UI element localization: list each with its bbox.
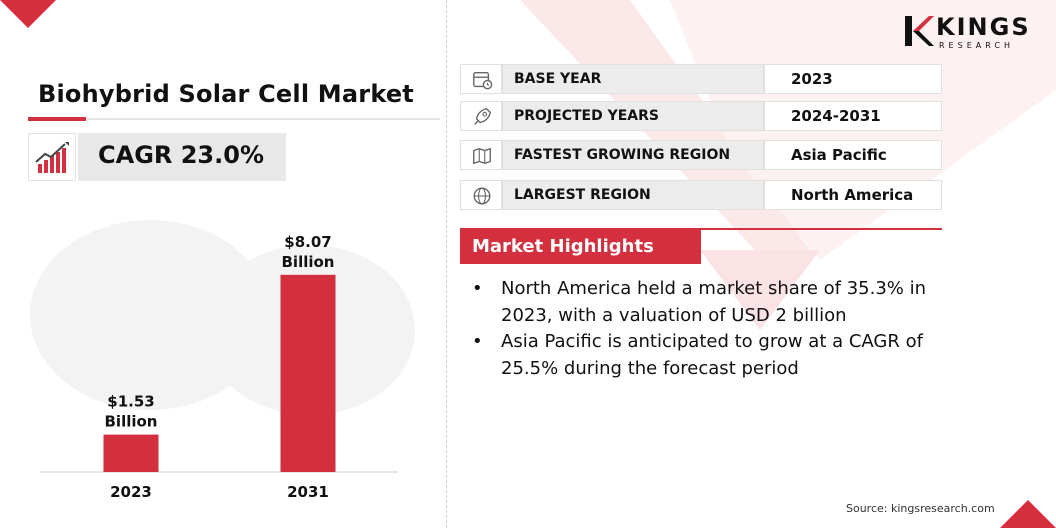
bar-data-label: Billion xyxy=(105,413,158,431)
info-row-value: 2023 xyxy=(791,70,833,88)
info-row-label: BASE YEAR xyxy=(514,71,602,87)
info-row-value: North America xyxy=(791,186,914,204)
highlights-rule xyxy=(460,228,942,230)
page-title: Biohybrid Solar Cell Market xyxy=(38,80,414,108)
region-map-icon xyxy=(473,147,491,165)
cagr-value: CAGR 23.0% xyxy=(98,141,264,169)
highlight-text: North America held a market share of 35.… xyxy=(501,278,927,326)
info-row-value: Asia Pacific xyxy=(791,146,887,164)
highlight-item: • Asia Pacific is anticipated to grow at … xyxy=(470,329,950,382)
info-row-icon-cell xyxy=(460,101,502,131)
bar-data-label: $8.07 xyxy=(284,233,331,251)
bar-chart: $1.53 Billion 2023 $8.07 Billion 2031 xyxy=(30,220,415,501)
bar-data-label: Billion xyxy=(282,253,335,271)
world-map-backdrop xyxy=(30,220,415,415)
brand-subtitle: RESEARCH xyxy=(939,41,1014,50)
bar-2031 xyxy=(280,274,336,472)
info-row-icon-cell xyxy=(460,140,502,170)
cagr-box xyxy=(78,133,286,181)
info-row-value-cell xyxy=(764,180,942,210)
title-underline xyxy=(28,118,440,120)
cagr-icon-box xyxy=(28,133,76,181)
bar-2023 xyxy=(103,434,159,472)
info-row-label: LARGEST REGION xyxy=(514,187,651,203)
info-row-label: FASTEST GROWING REGION xyxy=(514,147,731,163)
bullet-icon: • xyxy=(472,331,483,352)
bar-data-label: $1.53 xyxy=(107,393,154,411)
info-row-icon-cell xyxy=(460,180,502,210)
corner-triangle-decoration xyxy=(0,0,56,28)
info-row-label-cell xyxy=(502,180,764,210)
highlights-list: • North America held a market share of 35… xyxy=(470,276,950,382)
info-row-value-cell xyxy=(764,64,942,94)
source-note: Source: kingsresearch.com xyxy=(846,502,995,515)
info-row-label-cell xyxy=(502,101,764,131)
highlight-item: • North America held a market share of 35… xyxy=(470,276,950,329)
title-underline-accent xyxy=(28,117,86,121)
info-row-value-cell xyxy=(764,101,942,131)
highlights-title: Market Highlights xyxy=(472,236,654,257)
info-row-label: PROJECTED YEARS xyxy=(514,108,659,124)
corner-triangle-decoration-bottom xyxy=(1000,500,1056,528)
x-tick-label: 2023 xyxy=(110,483,152,501)
growth-chart-icon xyxy=(35,142,69,173)
calendar-clock-icon xyxy=(473,71,493,90)
kings-logo-icon xyxy=(905,16,934,46)
highlight-text: Asia Pacific is anticipated to grow at a… xyxy=(501,331,923,379)
info-row-icon-cell xyxy=(460,64,502,94)
info-row-label-cell xyxy=(502,140,764,170)
highlights-header xyxy=(460,230,701,264)
vertical-divider xyxy=(446,0,447,528)
x-tick-label: 2031 xyxy=(287,483,329,501)
info-row-value: 2024-2031 xyxy=(791,107,881,125)
info-row-label-cell xyxy=(502,64,764,94)
rocket-icon xyxy=(474,108,491,125)
globe-icon xyxy=(473,187,491,205)
bullet-icon: • xyxy=(472,278,483,299)
brand-name: KINGS xyxy=(936,13,1031,41)
info-row-value-cell xyxy=(764,140,942,170)
